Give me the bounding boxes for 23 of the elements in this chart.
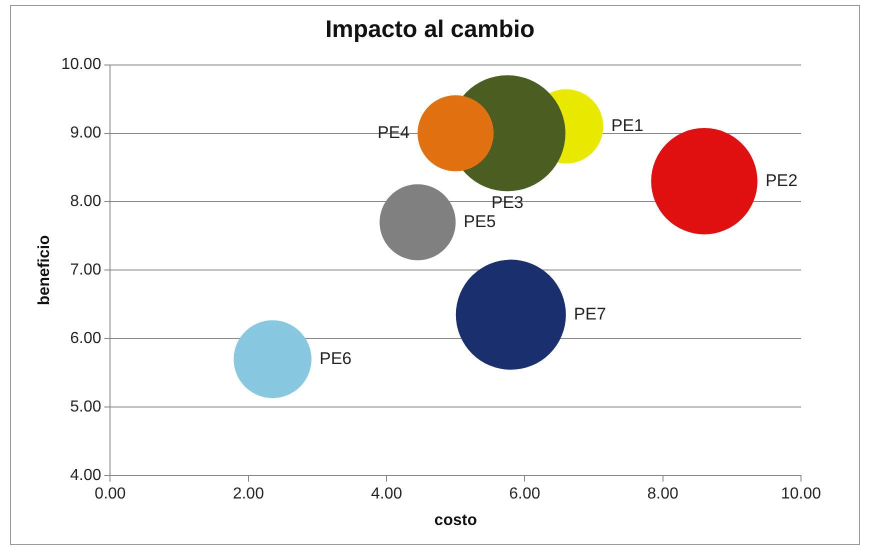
y-axis-title: beneficio bbox=[36, 234, 54, 306]
series-label: PE5 bbox=[464, 212, 496, 231]
series-label: PE2 bbox=[765, 170, 798, 190]
y-tick-label: 9.00 bbox=[70, 124, 102, 142]
series-label: PE6 bbox=[319, 348, 352, 368]
x-tick-label: 8.00 bbox=[647, 486, 679, 503]
x-tick-label: 4.00 bbox=[370, 486, 402, 503]
y-tick-label: 7.00 bbox=[70, 262, 102, 279]
y-tick-label: 4.00 bbox=[70, 467, 102, 484]
y-tick-label: 10.00 bbox=[61, 56, 102, 74]
y-tick-label: 5.00 bbox=[70, 398, 102, 416]
y-tick-label: 6.00 bbox=[70, 330, 102, 348]
x-axis-title: costo bbox=[434, 512, 478, 529]
x-tick-label: 10.00 bbox=[780, 486, 822, 503]
x-tick-label: 0.00 bbox=[94, 486, 126, 503]
chart-title: Impacto al cambio bbox=[325, 16, 535, 44]
x-tick-label: 2.00 bbox=[232, 486, 264, 503]
series-label: PE1 bbox=[611, 116, 644, 136]
series-label: PE4 bbox=[377, 122, 410, 142]
series-label: PE7 bbox=[574, 304, 606, 324]
y-tick-label: 8.00 bbox=[70, 193, 102, 210]
series-label: PE3 bbox=[491, 192, 524, 212]
x-tick-label: 6.00 bbox=[509, 486, 540, 503]
